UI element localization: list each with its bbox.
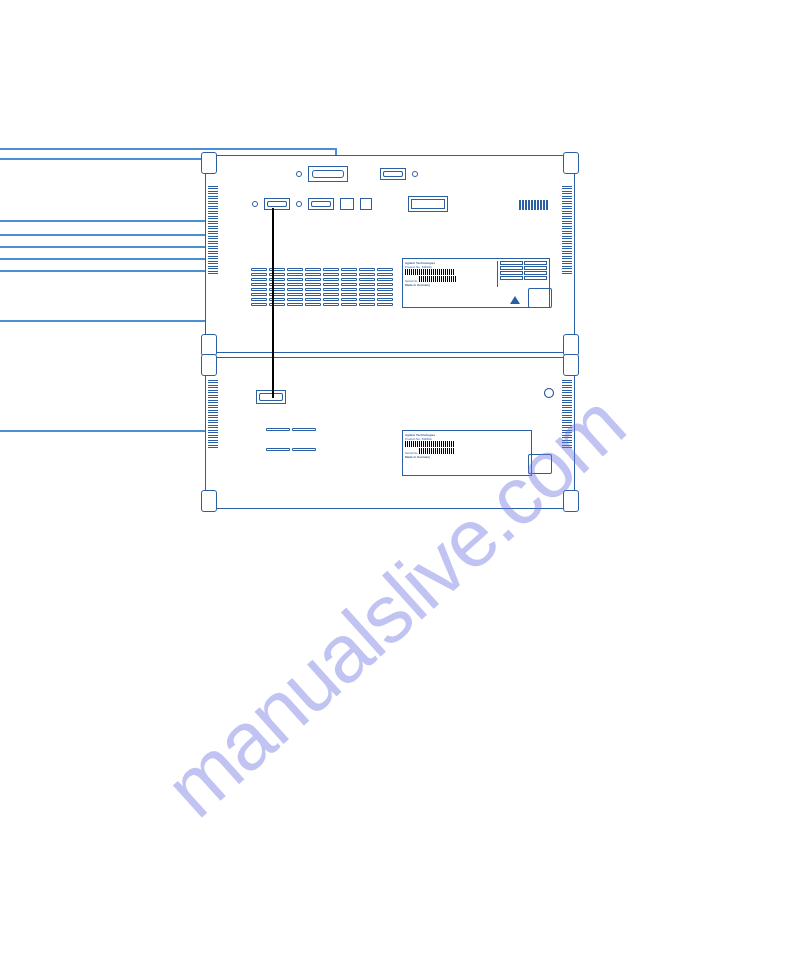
unit-lower: Agilent Technologies Product No. 81180A …	[205, 357, 575, 509]
barcode-icon	[419, 276, 457, 282]
side-vents	[562, 380, 572, 448]
rack-ear	[563, 354, 579, 376]
bnc-jack-icon	[412, 171, 418, 177]
equipment-stack: Agilent Technologies Product No. 81160A …	[205, 155, 575, 535]
made-in-text: Made in Germany	[405, 455, 430, 459]
power-inlet-icon	[528, 288, 552, 308]
interconnect-port-icon	[256, 390, 286, 404]
gpib-port-icon	[408, 196, 448, 212]
barcode-icon	[405, 269, 455, 275]
ethernet-port-icon	[340, 198, 354, 210]
hazard-icon	[510, 296, 520, 304]
callout-line-1	[0, 148, 336, 150]
port-row-upper	[296, 166, 418, 182]
page: Agilent Technologies Product No. 81160A …	[0, 0, 810, 972]
bnc-jack-icon	[296, 171, 302, 177]
made-in-text: Made in Germany	[405, 283, 430, 287]
rack-ear	[201, 334, 217, 356]
rack-ear	[563, 334, 579, 356]
knob-icon	[544, 388, 554, 398]
serial-port-icon	[308, 198, 334, 210]
dsub-port-icon	[308, 166, 348, 182]
bnc-jack-icon	[252, 201, 258, 207]
rack-ear	[201, 490, 217, 512]
side-vents	[562, 186, 572, 274]
usb-port-icon	[360, 198, 372, 210]
rack-ear	[563, 152, 579, 174]
barcode-icon	[405, 441, 455, 447]
serial-port-icon	[264, 198, 290, 210]
rear-panel-diagram: Agilent Technologies Product No. 81160A …	[0, 90, 590, 510]
bnc-jack-icon	[296, 201, 302, 207]
dsub-port-icon	[380, 168, 406, 180]
interconnect-cable	[272, 208, 274, 398]
vent-slits	[266, 428, 316, 431]
port-row-lower	[252, 196, 448, 212]
side-vents	[208, 380, 218, 448]
power-inlet-icon	[528, 454, 552, 474]
barcode-icon	[419, 448, 455, 454]
side-vents	[208, 186, 218, 274]
dip-switches-icon	[519, 200, 549, 210]
vent-slits	[266, 448, 316, 451]
unit-upper: Agilent Technologies Product No. 81160A …	[205, 155, 575, 353]
rack-ear	[201, 354, 217, 376]
rack-ear	[201, 152, 217, 174]
product-label: Agilent Technologies Product No. 81180A …	[402, 430, 532, 476]
rack-ear	[563, 490, 579, 512]
